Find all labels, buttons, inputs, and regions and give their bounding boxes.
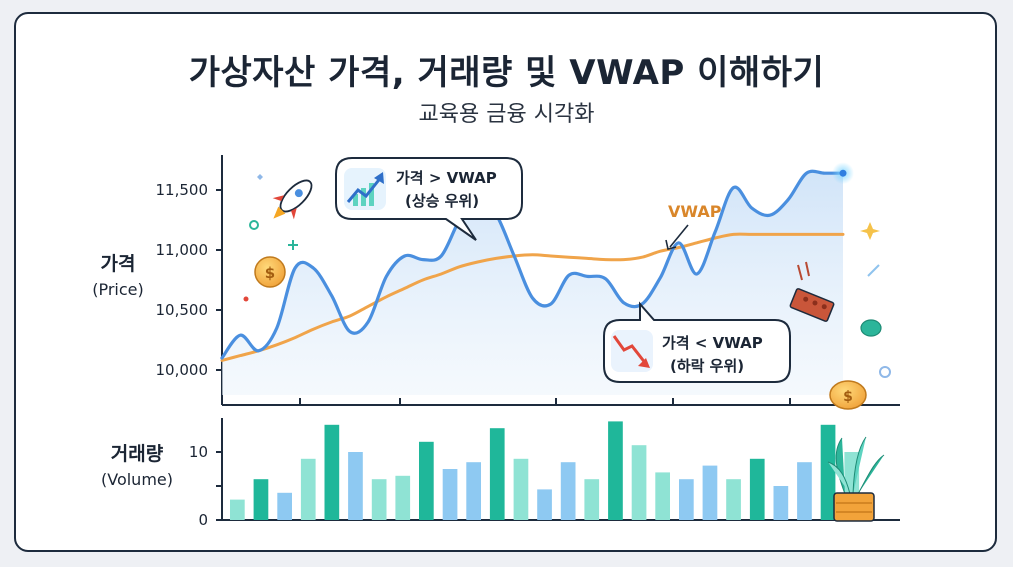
volume-bar (230, 499, 245, 520)
volume-bar (726, 479, 741, 520)
volume-bar (773, 486, 789, 520)
volume-bar (584, 479, 600, 520)
volume-panel: 0 10 (189, 418, 900, 529)
volume-y-tick-label: 0 (198, 511, 208, 529)
volume-bar (277, 492, 292, 520)
price-y-tick-label: 10,500 (156, 301, 209, 319)
volume-bar (489, 428, 505, 520)
diamond-icon (257, 174, 263, 180)
price-axis-subtitle: (Price) (92, 280, 144, 299)
volume-bar (419, 441, 434, 520)
price-endpoint (839, 169, 847, 177)
callout-down: 가격 < VWAP (하락 우위) (603, 301, 791, 383)
vwap-pointer-arrow (665, 224, 689, 250)
price-y-tick-label: 10,000 (156, 361, 209, 379)
price-line (220, 169, 845, 360)
plus-icon (288, 240, 298, 250)
page-title: 가상자산 가격, 거래량 및 VWAP 이해하기 (188, 53, 825, 93)
price-y-tick-label: 11,000 (156, 241, 209, 259)
rocket-icon (272, 179, 313, 220)
page-subtitle: 교육용 금융 시각화 (418, 102, 595, 127)
volume-bar (513, 458, 529, 520)
volume-bar (324, 424, 340, 520)
ring-icon (879, 366, 891, 378)
volume-bar (608, 421, 623, 520)
price-axis-title: 가격 (101, 253, 136, 275)
sparkle-icon (860, 222, 880, 240)
coin-icon: $ (254, 256, 286, 288)
callout-up: 가격 > VWAP (상승 우위) (335, 157, 523, 241)
volume-bar (631, 445, 647, 520)
volume-bar (679, 479, 694, 520)
vwap-label: VWAP (668, 202, 722, 221)
trend-down-icon (611, 330, 653, 372)
plant-icon (827, 436, 885, 522)
volume-axis-title: 거래량 (111, 443, 164, 465)
callout-down-line1: 가격 < VWAP (662, 334, 763, 352)
gem-icon (860, 319, 882, 337)
volume-axis-subtitle: (Volume) (101, 470, 173, 489)
callout-up-line2: (상승 우위) (405, 192, 479, 210)
brick-icon (789, 288, 835, 322)
callout-down-line2: (하락 우위) (670, 357, 744, 375)
volume-bar (348, 452, 363, 520)
svg-text:$: $ (843, 389, 853, 405)
ring-icon (249, 220, 259, 230)
volume-bar (442, 469, 458, 520)
dash-icon (867, 264, 880, 277)
volume-bar (560, 462, 576, 520)
falling-lines-icon (797, 261, 810, 281)
volume-bar (466, 462, 481, 520)
dot-icon (243, 296, 249, 302)
price-y-tick-label: 11,500 (156, 181, 209, 199)
volume-bar (797, 462, 812, 520)
volume-y-tick-label: 10 (189, 443, 208, 461)
volume-bar (537, 489, 552, 520)
volume-bar (371, 479, 387, 520)
volume-bar (749, 458, 765, 520)
volume-bar (395, 475, 411, 520)
volume-bar (300, 458, 316, 520)
volume-bar (655, 472, 670, 520)
callout-up-line1: 가격 > VWAP (396, 169, 497, 187)
svg-text:$: $ (265, 264, 275, 282)
vwap-line (220, 232, 845, 362)
trend-up-icon (344, 168, 386, 210)
volume-bar (820, 424, 836, 520)
volume-bar (253, 479, 269, 520)
coin-icon: $ (829, 380, 867, 410)
volume-bar (702, 465, 718, 520)
